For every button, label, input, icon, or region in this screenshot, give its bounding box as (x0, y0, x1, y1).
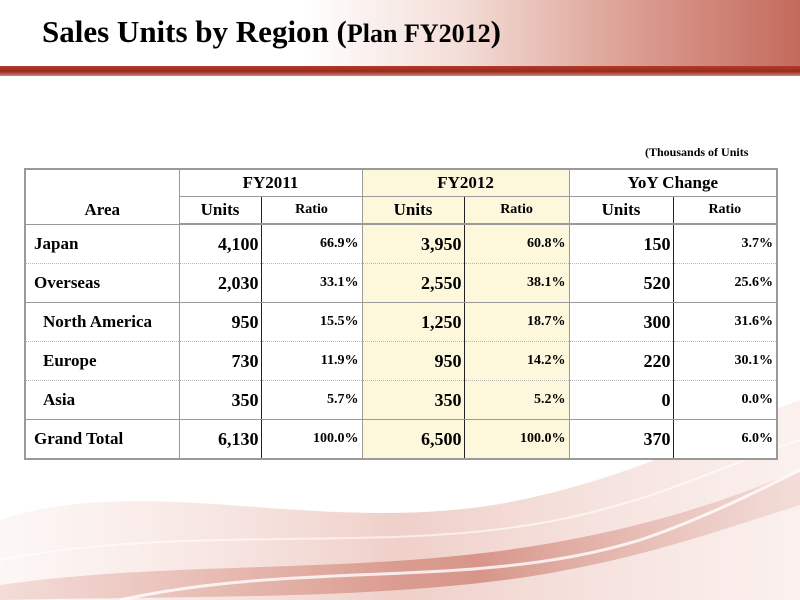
fy2011-units-cell: 350 (179, 380, 262, 420)
sales-table: Area FY2011 FY2012 YoY Change Units Rati… (24, 168, 779, 460)
fy2012-units-cell: 6,500 (362, 419, 465, 459)
header-rule (0, 66, 800, 76)
table-row: North America 950 15.5% 1,250 18.7% 300 31.6% (25, 302, 778, 342)
group-header-fy2012: FY2012 (362, 169, 570, 197)
fy2011-units-cell: 730 (179, 341, 262, 381)
fy2012-ratio-cell: 18.7% (464, 302, 570, 342)
group-header-fy2011: FY2011 (179, 169, 363, 197)
area-cell: Overseas (25, 263, 180, 303)
fy2012-ratio-cell: 60.8% (464, 224, 570, 264)
fy2012-ratio-cell: 5.2% (464, 380, 570, 420)
yoy-ratio-cell: 0.0% (673, 380, 778, 420)
fy2011-ratio-cell: 15.5% (261, 302, 363, 342)
fy2011-units-cell: 6,130 (179, 419, 262, 459)
table-subheader-row: Units Ratio Units Ratio Units Ratio (25, 196, 778, 225)
table-body: Japan 4,100 66.9% 3,950 60.8% 150 3.7% Overseas… (25, 224, 778, 459)
yoy-ratio-cell: 31.6% (673, 302, 778, 342)
fy2012-units-cell: 950 (362, 341, 465, 381)
yoy-ratio-cell: 3.7% (673, 224, 778, 264)
table-row: Japan 4,100 66.9% 3,950 60.8% 150 3.7% (25, 224, 778, 264)
fy2011-units-cell: 950 (179, 302, 262, 342)
yoy-units-cell: 220 (569, 341, 674, 381)
fy2011-ratio-cell: 100.0% (261, 419, 363, 459)
yoy-units-cell: 150 (569, 224, 674, 264)
table-row: Overseas 2,030 33.1% 2,550 38.1% 520 25.6% (25, 263, 778, 303)
unit-note: (Thousands of Units (645, 145, 749, 159)
fy2011-ratio-cell: 5.7% (261, 380, 363, 420)
title-sub: Plan FY2012 (346, 19, 491, 48)
yoy-ratio-cell: 30.1% (673, 341, 778, 381)
fy2012-units-cell: 3,950 (362, 224, 465, 264)
group-header-yoy: YoY Change (569, 169, 778, 197)
fy2011-units-cell: 2,030 (179, 263, 262, 303)
yoy-units-cell: 0 (569, 380, 674, 420)
table-row: Grand Total 6,130 100.0% 6,500 100.0% 370 6.0% (25, 419, 777, 459)
yoy-units-cell: 520 (569, 263, 674, 303)
fy2011-ratio-cell: 33.1% (261, 263, 363, 303)
area-cell: Grand Total (25, 419, 180, 459)
yoy-units-cell: 300 (569, 302, 674, 342)
fy2011-units-cell: 4,100 (179, 224, 262, 264)
subheader-ratio: Ratio (261, 196, 363, 225)
title-main: Sales Units by Region ( (42, 14, 347, 49)
table-row: Asia 350 5.7% 350 5.2% 0 0.0% (25, 380, 778, 420)
subheader-units: Units (179, 196, 262, 225)
fy2012-units-cell: 2,550 (362, 263, 465, 303)
title-close: ) (490, 14, 501, 49)
table-row: Europe 730 11.9% 950 14.2% 220 30.1% (25, 341, 778, 381)
area-header: Area (25, 169, 180, 225)
header-band (0, 0, 800, 66)
area-cell: Europe (25, 341, 180, 381)
table-header-row: Area FY2011 FY2012 YoY Change (25, 169, 778, 225)
area-cell: Asia (25, 380, 180, 420)
fy2012-units-cell: 1,250 (362, 302, 465, 342)
slide-title: Sales Units by Region (Plan FY2012) (42, 14, 501, 50)
subheader-ratio: Ratio (673, 196, 778, 225)
fy2011-ratio-cell: 66.9% (261, 224, 363, 264)
fy2012-ratio-cell: 38.1% (464, 263, 570, 303)
fy2011-ratio-cell: 11.9% (261, 341, 363, 381)
subheader-units: Units (569, 196, 674, 225)
subheader-ratio: Ratio (464, 196, 570, 225)
yoy-ratio-cell: 25.6% (673, 263, 778, 303)
fy2012-units-cell: 350 (362, 380, 465, 420)
area-cell: Japan (25, 224, 180, 264)
fy2012-ratio-cell: 100.0% (464, 419, 570, 459)
yoy-ratio-cell: 6.0% (741, 431, 774, 446)
yoy-units-cell: 370 (569, 419, 674, 459)
area-cell: North America (25, 302, 180, 342)
fy2012-ratio-cell: 14.2% (464, 341, 570, 381)
subheader-units: Units (362, 196, 465, 225)
